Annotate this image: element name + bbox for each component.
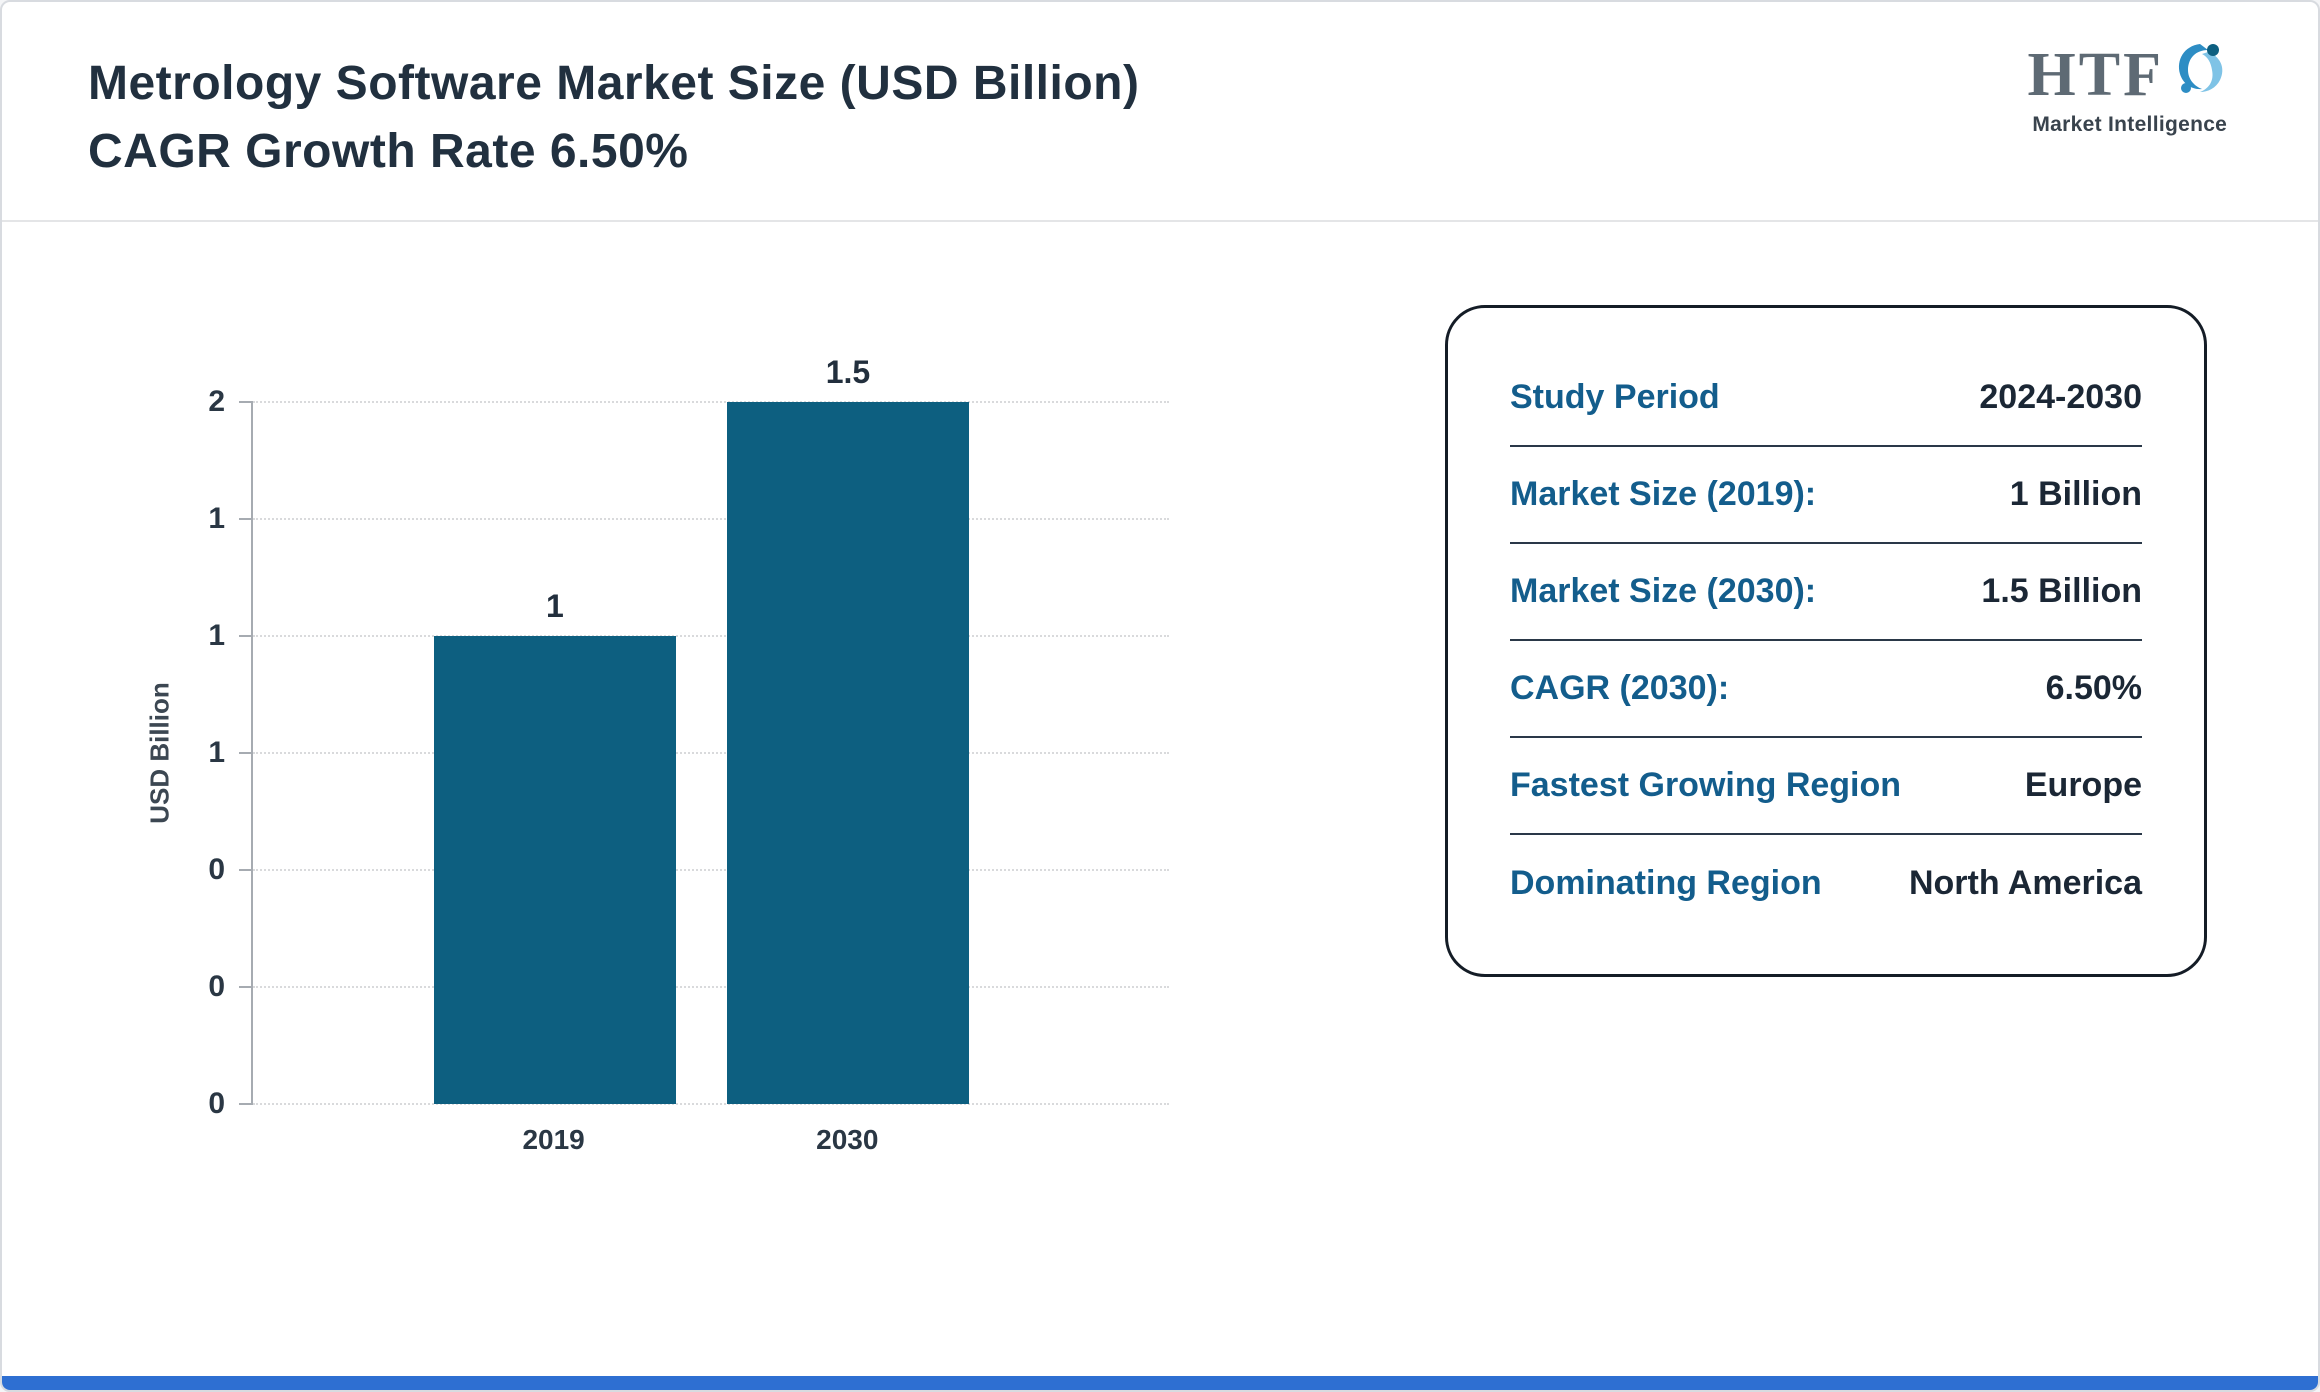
y-tick-label: 0 bbox=[208, 970, 225, 1003]
info-row: Study Period 2024-2030 bbox=[1510, 350, 2142, 447]
info-row-label: Dominating Region bbox=[1510, 864, 1822, 902]
page-title-line2: CAGR Growth Rate 6.50% bbox=[88, 125, 689, 179]
y-tick-label: 0 bbox=[208, 853, 225, 886]
gridline bbox=[253, 401, 1169, 403]
y-tick-mark bbox=[239, 986, 253, 988]
info-row-label: CAGR (2030): bbox=[1510, 669, 1730, 707]
info-row-value: Europe bbox=[2024, 766, 2142, 804]
htf-logo: HTF Market Intelligence bbox=[2028, 44, 2232, 137]
x-axis-label: 2019 bbox=[522, 1124, 585, 1155]
y-tick-mark bbox=[239, 401, 253, 403]
y-tick-mark bbox=[239, 1103, 253, 1105]
y-tick-label: 1 bbox=[208, 502, 225, 535]
bar-value-label: 1 bbox=[546, 588, 564, 624]
info-row: Market Size (2019): 1 Billion bbox=[1510, 447, 2142, 544]
page-title-line1: Metrology Software Market Size (USD Bill… bbox=[88, 57, 1140, 110]
info-card: Study Period 2024-2030 Market Size (2019):… bbox=[1445, 305, 2207, 977]
info-row-label: Fastest Growing Region bbox=[1510, 766, 1902, 804]
y-tick-mark bbox=[239, 518, 253, 520]
bar-chart-plot-area: 2 1 1 1 0 0 0 1 1.5 bbox=[208, 354, 1169, 1120]
htf-logo-text: HTF bbox=[2027, 41, 2164, 109]
x-axis-labels: 2019 2030 bbox=[251, 1124, 1141, 1164]
gridline bbox=[253, 869, 1169, 871]
x-axis-label: 2030 bbox=[816, 1124, 879, 1155]
y-tick-mark bbox=[239, 869, 253, 871]
htf-logo-subtext: Market Intelligence bbox=[2032, 113, 2228, 136]
y-tick-label: 1 bbox=[208, 736, 225, 769]
gridline bbox=[253, 752, 1169, 754]
info-card-rows: Study Period 2024-2030 Market Size (2019):… bbox=[1510, 350, 2142, 932]
gridline bbox=[253, 635, 1169, 637]
y-tick-label: 0 bbox=[208, 1087, 225, 1120]
info-row-value: 2024-2030 bbox=[1979, 378, 2142, 416]
page-title: Metrology Software Market Size (USD Bill… bbox=[88, 50, 1139, 186]
bar-value-label: 1.5 bbox=[825, 354, 871, 390]
y-tick-mark bbox=[239, 752, 253, 754]
bar-2030: 1.5 bbox=[726, 354, 969, 1104]
y-tick-label: 1 bbox=[208, 619, 225, 652]
info-row: Market Size (2030): 1.5 Billion bbox=[1510, 544, 2142, 641]
header-divider bbox=[2, 220, 2318, 222]
info-row-value: 6.50% bbox=[2045, 669, 2142, 707]
info-row: CAGR (2030): 6.50% bbox=[1510, 641, 2142, 738]
bar-2019: 1 bbox=[433, 588, 676, 1104]
info-row-label: Study Period bbox=[1510, 378, 1720, 416]
info-row: Fastest Growing Region Europe bbox=[1510, 738, 2142, 835]
gridline bbox=[253, 518, 1169, 520]
info-row-value: 1 Billion bbox=[2009, 475, 2142, 513]
htf-logo-swirl-icon bbox=[2168, 38, 2232, 107]
gridline bbox=[253, 1103, 1169, 1105]
bottom-accent-bar bbox=[2, 1376, 2318, 1390]
y-tick-mark bbox=[239, 635, 253, 637]
gridline bbox=[253, 986, 1169, 988]
info-row-label: Market Size (2019): bbox=[1510, 475, 1817, 513]
y-tick-label: 2 bbox=[208, 385, 225, 418]
htf-logo-mark: HTF bbox=[2028, 44, 2232, 107]
info-row: Dominating Region North America bbox=[1510, 835, 2142, 932]
info-row-label: Market Size (2030): bbox=[1510, 572, 1817, 610]
info-row-value: 1.5 Billion bbox=[1981, 572, 2142, 610]
info-row-value: North America bbox=[1908, 864, 2142, 902]
